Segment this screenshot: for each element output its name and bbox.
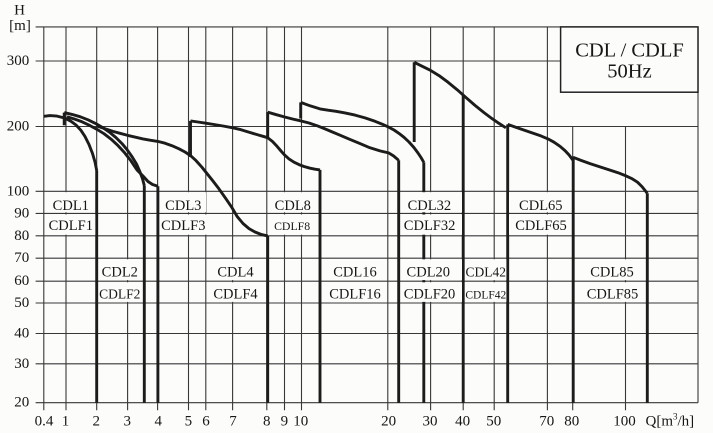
svg-text:CDL32: CDL32: [408, 198, 452, 214]
svg-text:20: 20: [381, 414, 396, 430]
svg-text:CDL20: CDL20: [407, 264, 451, 280]
svg-text:100: 100: [613, 414, 636, 430]
svg-text:CDLF8: CDLF8: [274, 219, 310, 233]
svg-text:1: 1: [62, 414, 70, 430]
svg-text:6: 6: [202, 414, 210, 430]
svg-text:90: 90: [14, 205, 29, 221]
svg-text:9: 9: [281, 414, 289, 430]
svg-text:CDL8: CDL8: [275, 198, 311, 214]
svg-text:CDL1: CDL1: [53, 198, 89, 214]
svg-text:CDL2: CDL2: [102, 264, 138, 280]
svg-text:CDLF16: CDLF16: [329, 286, 381, 302]
svg-text:80: 80: [564, 414, 579, 430]
svg-text:CDL42: CDL42: [466, 264, 507, 279]
svg-text:3: 3: [124, 414, 132, 430]
svg-text:30: 30: [423, 414, 438, 430]
svg-text:2: 2: [93, 414, 101, 430]
svg-text:5: 5: [185, 414, 193, 430]
svg-text:Q[m3/h]: Q[m3/h]: [646, 411, 695, 429]
svg-text:80: 80: [14, 228, 29, 244]
svg-text:CDLF3: CDLF3: [161, 218, 205, 234]
svg-text:CDLF32: CDLF32: [404, 218, 456, 234]
svg-text:7: 7: [229, 414, 237, 430]
svg-text:0.4: 0.4: [35, 414, 54, 430]
svg-text:20: 20: [14, 395, 29, 411]
svg-text:CDLF2: CDLF2: [99, 286, 140, 301]
svg-text:10: 10: [293, 414, 308, 430]
svg-text:H: H: [14, 3, 25, 19]
svg-text:CDL16: CDL16: [333, 264, 377, 280]
svg-text:60: 60: [14, 273, 29, 289]
svg-text:CDLF65: CDLF65: [515, 218, 567, 234]
svg-text:40: 40: [14, 326, 29, 342]
svg-text:[m]: [m]: [9, 18, 31, 34]
svg-text:CDLF85: CDLF85: [587, 286, 639, 302]
svg-text:CDLF42: CDLF42: [465, 289, 506, 301]
svg-text:CDLF1: CDLF1: [49, 218, 93, 234]
svg-text:40: 40: [455, 414, 470, 430]
svg-text:CDL4: CDL4: [217, 264, 254, 280]
svg-text:50: 50: [486, 414, 501, 430]
svg-text:70: 70: [14, 250, 29, 266]
svg-text:8: 8: [263, 414, 271, 430]
svg-text:30: 30: [14, 356, 29, 372]
svg-text:50Hz: 50Hz: [607, 61, 651, 83]
svg-text:CDLF20: CDLF20: [404, 286, 456, 302]
svg-text:100: 100: [7, 183, 30, 199]
svg-text:300: 300: [7, 53, 30, 69]
svg-text:CDL85: CDL85: [590, 264, 634, 280]
svg-text:CDL65: CDL65: [519, 198, 563, 214]
svg-text:200: 200: [7, 119, 30, 135]
svg-text:CDL3: CDL3: [165, 198, 201, 214]
svg-text:CDL / CDLF: CDL / CDLF: [575, 40, 684, 62]
svg-text:CDLF4: CDLF4: [213, 286, 258, 302]
svg-text:4: 4: [154, 414, 162, 430]
svg-text:70: 70: [539, 414, 554, 430]
svg-text:50: 50: [14, 295, 29, 311]
